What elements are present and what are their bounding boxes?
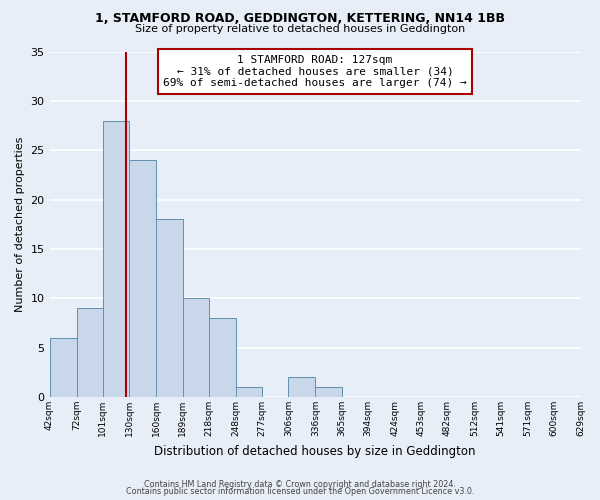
Bar [129, 160, 156, 397]
Bar [209, 318, 236, 397]
Bar [103, 120, 129, 397]
Bar [316, 387, 342, 397]
Bar [182, 298, 209, 397]
Bar [236, 387, 262, 397]
X-axis label: Distribution of detached houses by size in Geddington: Distribution of detached houses by size … [154, 444, 476, 458]
Text: 1 STAMFORD ROAD: 127sqm
← 31% of detached houses are smaller (34)
69% of semi-de: 1 STAMFORD ROAD: 127sqm ← 31% of detache… [163, 55, 467, 88]
Bar [289, 378, 316, 397]
Bar [77, 308, 103, 397]
Y-axis label: Number of detached properties: Number of detached properties [15, 136, 25, 312]
Bar [156, 220, 182, 397]
Text: Contains HM Land Registry data © Crown copyright and database right 2024.: Contains HM Land Registry data © Crown c… [144, 480, 456, 489]
Text: 1, STAMFORD ROAD, GEDDINGTON, KETTERING, NN14 1BB: 1, STAMFORD ROAD, GEDDINGTON, KETTERING,… [95, 12, 505, 26]
Text: Size of property relative to detached houses in Geddington: Size of property relative to detached ho… [135, 24, 465, 34]
Bar [50, 338, 77, 397]
Text: Contains public sector information licensed under the Open Government Licence v3: Contains public sector information licen… [126, 487, 474, 496]
